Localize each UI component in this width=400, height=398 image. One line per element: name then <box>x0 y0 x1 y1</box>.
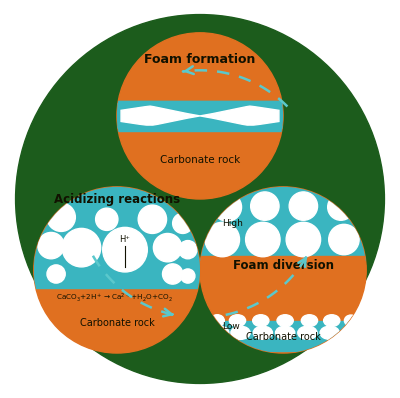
Circle shape <box>200 187 366 353</box>
Ellipse shape <box>298 326 317 339</box>
Ellipse shape <box>229 315 246 326</box>
Circle shape <box>251 192 279 220</box>
Ellipse shape <box>212 326 229 339</box>
Bar <box>117 101 283 131</box>
Bar <box>34 185 200 288</box>
Ellipse shape <box>210 315 224 326</box>
Polygon shape <box>200 106 279 126</box>
Circle shape <box>329 224 359 255</box>
Circle shape <box>173 213 193 234</box>
Circle shape <box>162 264 183 284</box>
Circle shape <box>47 203 75 231</box>
Ellipse shape <box>320 326 339 339</box>
Circle shape <box>213 193 242 221</box>
Ellipse shape <box>277 315 293 326</box>
Text: High: High <box>222 219 243 228</box>
Bar <box>117 125 283 128</box>
Circle shape <box>181 269 195 283</box>
Circle shape <box>138 205 166 234</box>
Circle shape <box>62 228 101 267</box>
Bar <box>117 101 283 104</box>
Text: Acidizing reactions: Acidizing reactions <box>54 193 180 205</box>
Circle shape <box>289 192 318 220</box>
Text: Carbonate rock: Carbonate rock <box>160 156 240 166</box>
Text: Carbonate rock: Carbonate rock <box>246 332 320 342</box>
Ellipse shape <box>344 315 358 326</box>
Ellipse shape <box>276 326 295 339</box>
Ellipse shape <box>231 326 250 339</box>
Circle shape <box>153 234 182 262</box>
Circle shape <box>117 33 283 199</box>
Circle shape <box>286 222 320 257</box>
Text: CaCO$_3$+2H$^+$$\rightarrow$Ca$^{2+}$+H$_2$O+CO$_2$: CaCO$_3$+2H$^+$$\rightarrow$Ca$^{2+}$+H$… <box>56 291 173 304</box>
Ellipse shape <box>341 326 356 339</box>
Ellipse shape <box>324 315 340 326</box>
Text: Foam diversion: Foam diversion <box>232 259 334 272</box>
Polygon shape <box>121 106 200 126</box>
Circle shape <box>34 187 200 353</box>
Circle shape <box>328 194 354 220</box>
Circle shape <box>96 208 118 230</box>
Text: Carbonate rock: Carbonate rock <box>80 318 154 328</box>
Circle shape <box>16 15 384 383</box>
Ellipse shape <box>301 315 318 326</box>
Ellipse shape <box>253 326 272 339</box>
Circle shape <box>246 222 280 257</box>
Text: H⁺: H⁺ <box>120 234 130 244</box>
Circle shape <box>47 265 65 283</box>
Text: Foam formation: Foam formation <box>144 53 256 66</box>
Circle shape <box>103 227 147 272</box>
Text: Low: Low <box>222 322 240 331</box>
Circle shape <box>179 240 197 259</box>
Circle shape <box>205 222 240 257</box>
Bar <box>200 321 366 351</box>
Bar <box>200 256 366 284</box>
Circle shape <box>38 232 64 259</box>
Bar <box>200 177 366 260</box>
Ellipse shape <box>253 315 269 326</box>
